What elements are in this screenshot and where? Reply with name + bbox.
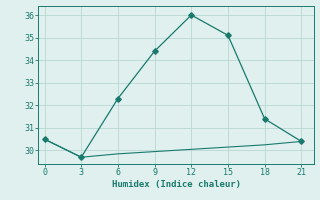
- X-axis label: Humidex (Indice chaleur): Humidex (Indice chaleur): [111, 180, 241, 189]
